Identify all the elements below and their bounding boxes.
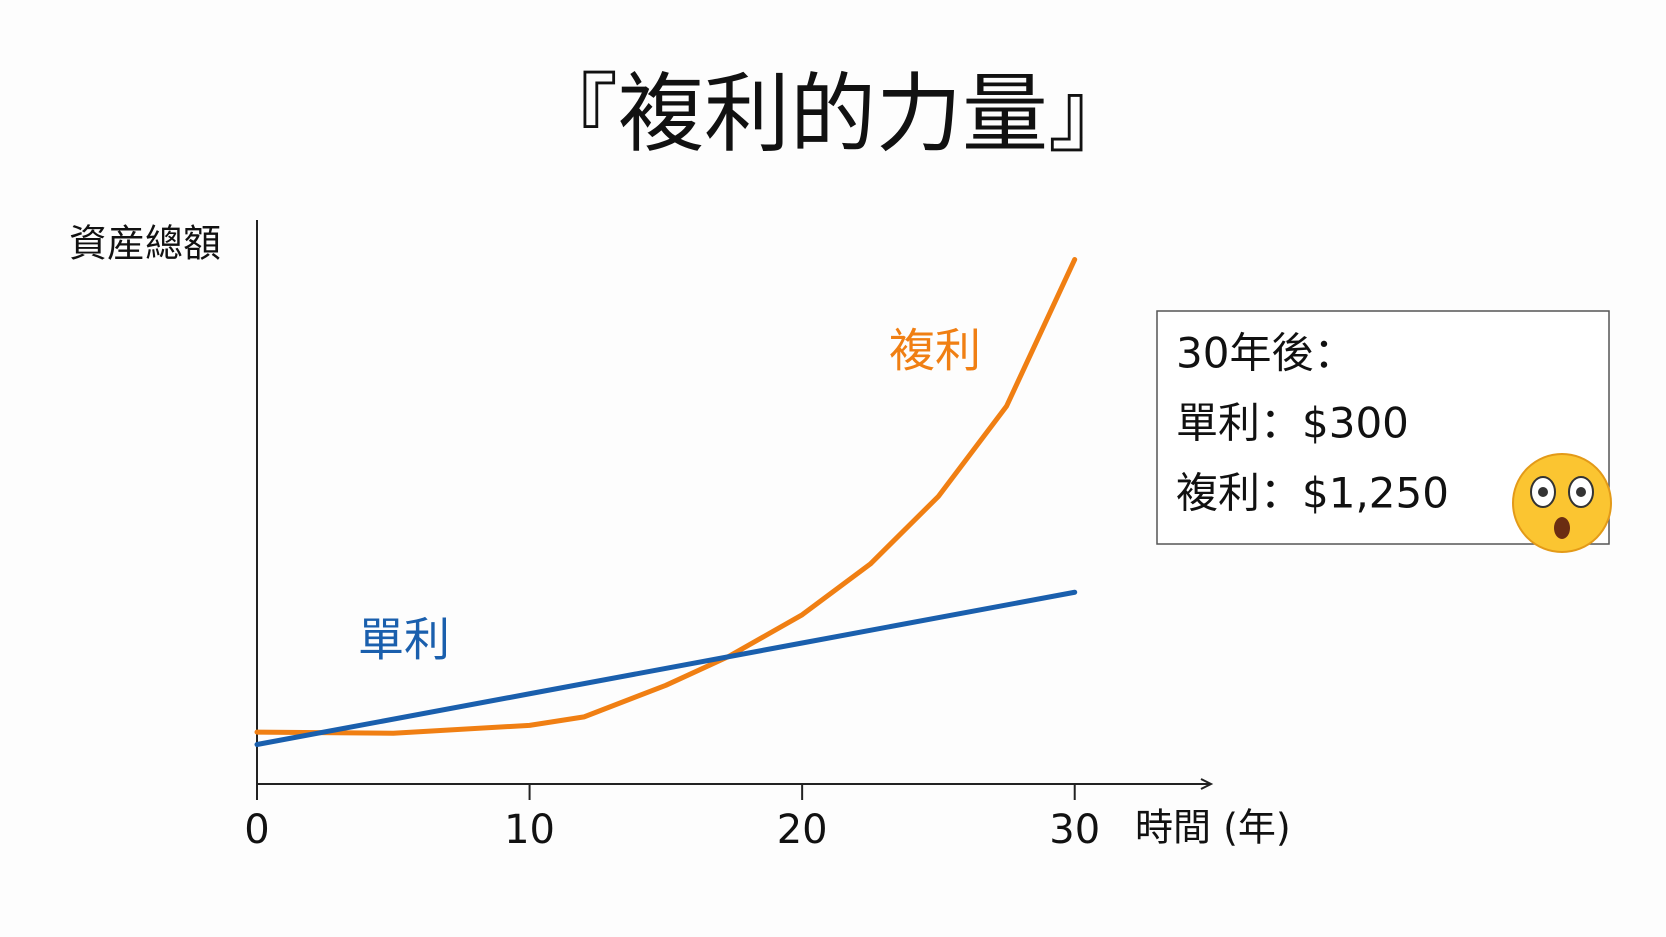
x-tick-label: 10 xyxy=(504,807,555,853)
x-axis-label: 時間 (年) xyxy=(1135,806,1291,850)
x-tick-label: 20 xyxy=(777,807,828,853)
chart-title: 『複利的力量』 xyxy=(532,64,1134,164)
series-label: 單利 xyxy=(358,613,450,667)
annotation-line: 複利：$1,250 xyxy=(1176,469,1449,518)
annotation-line: 單利：$300 xyxy=(1176,399,1409,448)
x-tick-label: 30 xyxy=(1049,807,1100,853)
emoji xyxy=(1512,453,1612,553)
y-axis-label: 資産總額 xyxy=(69,222,221,266)
annotation-line: 30年後： xyxy=(1176,329,1355,378)
series-label: 複利 xyxy=(889,324,981,378)
x-tick-label: 0 xyxy=(244,807,269,853)
series-line xyxy=(254,589,1078,748)
x-axis-arrow xyxy=(1200,778,1214,790)
